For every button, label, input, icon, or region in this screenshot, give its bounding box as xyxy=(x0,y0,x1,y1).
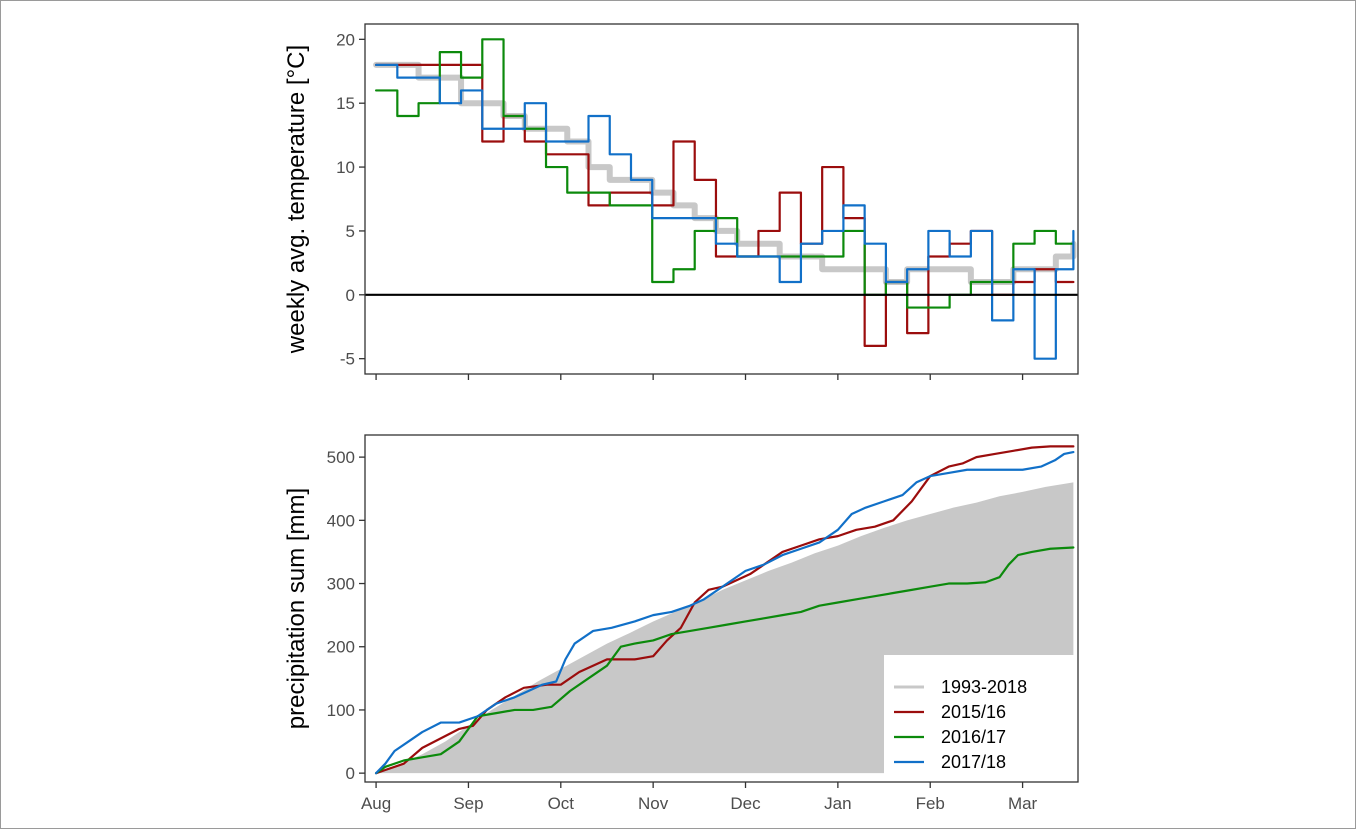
y-tick-label: 0 xyxy=(346,764,355,783)
legend-label-y2017: 2017/18 xyxy=(941,752,1006,772)
y-tick-label: 15 xyxy=(336,94,355,113)
y-tick-label: -5 xyxy=(340,350,355,369)
x-tick-label: Oct xyxy=(548,794,575,813)
y-tick-label: 0 xyxy=(346,286,355,305)
y-tick-label: 10 xyxy=(336,158,355,177)
legend-label-y2015: 2015/16 xyxy=(941,702,1006,722)
x-tick-label: Aug xyxy=(361,794,391,813)
precipitation-panel: 0 100 200 300 400 500 Aug Sep Oct Nov Dec Jan Feb Ma… xyxy=(283,434,1079,813)
precipitation-plot-border xyxy=(364,434,1079,783)
y-tick-label: 500 xyxy=(327,448,355,467)
x-tick-label: Mar xyxy=(1008,794,1038,813)
y-tick-label: 200 xyxy=(327,638,355,657)
precipitation-x-ticks: Aug Sep Oct Nov Dec Jan Feb Mar xyxy=(361,782,1038,813)
y-tick-label: 5 xyxy=(346,222,355,241)
precipitation-y-axis-title: precipitation sum [mm] xyxy=(283,488,310,729)
temperature-x-ticks xyxy=(375,374,1024,380)
temperature-panel: -5 0 5 10 15 20 weekly avg. temperature [°C] xyxy=(283,23,1079,380)
temperature-y-ticks: -5 0 5 10 15 20 xyxy=(336,30,365,369)
legend-label-y2016: 2016/17 xyxy=(941,727,1006,747)
temperature-y-axis-title: weekly avg. temperature [°C] xyxy=(283,45,310,354)
x-tick-label: Dec xyxy=(730,794,761,813)
y-tick-label: 300 xyxy=(327,575,355,594)
legend-label-clim: 1993-2018 xyxy=(941,677,1027,697)
x-tick-label: Nov xyxy=(638,794,669,813)
temperature-plot-border xyxy=(364,23,1079,375)
legend-box xyxy=(884,655,1074,777)
legend: 1993-2018 2015/16 2016/17 2017/18 xyxy=(884,655,1074,777)
x-tick-label: Sep xyxy=(453,794,483,813)
line-y2017 xyxy=(374,63,1075,360)
x-tick-label: Feb xyxy=(916,794,945,813)
y-tick-label: 20 xyxy=(336,30,355,49)
x-tick-label: Jan xyxy=(824,794,851,813)
y-tick-label: 100 xyxy=(327,701,355,720)
line-y2016 xyxy=(374,546,1075,775)
precipitation-y-ticks: 0 100 200 300 400 500 xyxy=(327,448,365,783)
line-y2017 xyxy=(374,450,1075,775)
y-tick-label: 400 xyxy=(327,511,355,530)
temperature-plot-area xyxy=(365,24,1078,374)
